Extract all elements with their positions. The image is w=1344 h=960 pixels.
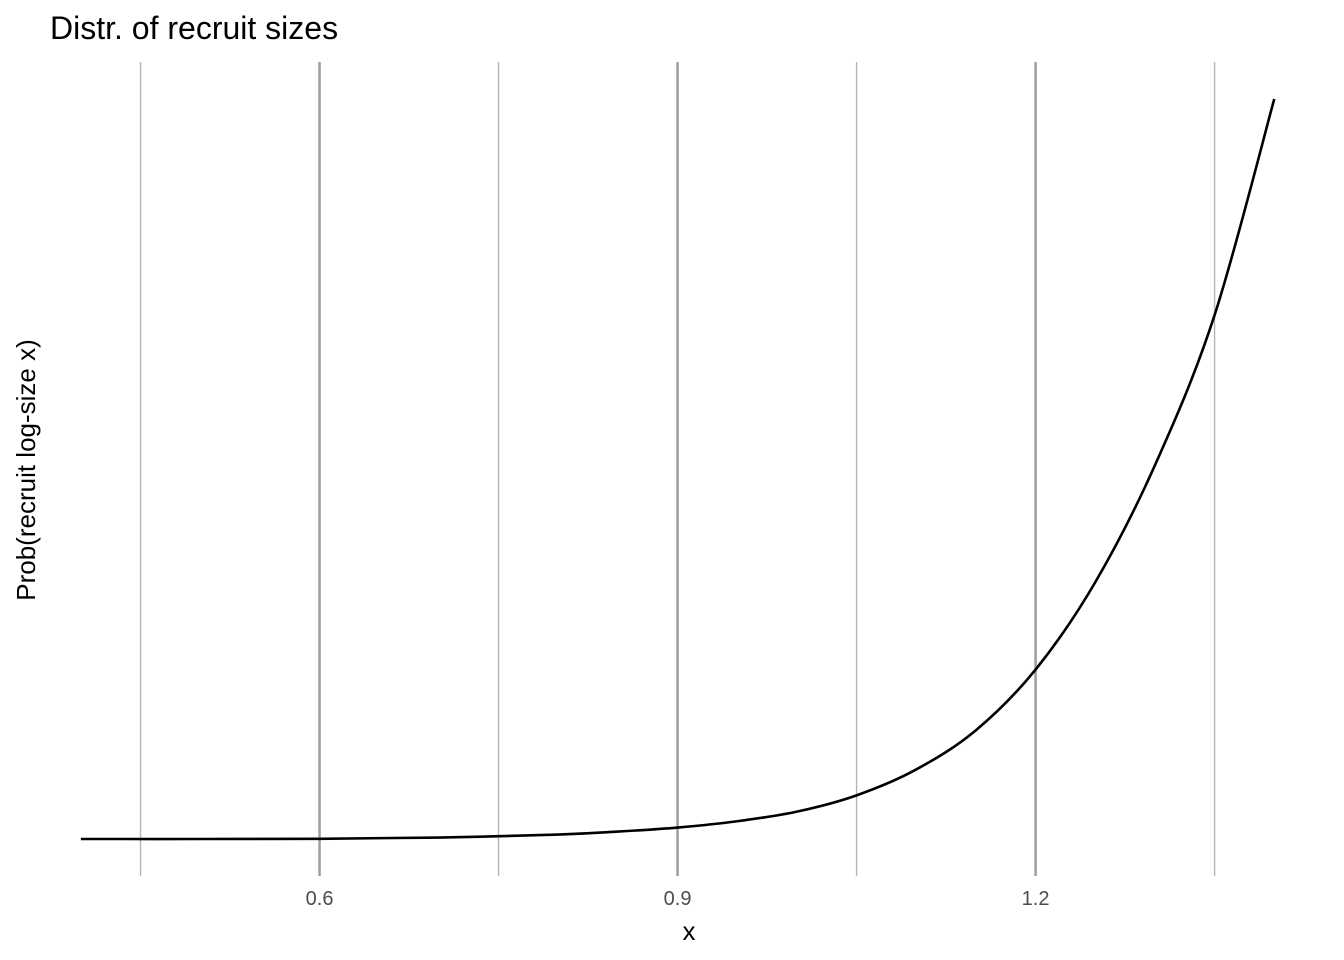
x-axis-title: x: [683, 916, 696, 946]
series-layer: [80, 98, 1276, 841]
chart-title: Distr. of recruit sizes: [50, 10, 338, 46]
x-tick-label-0: 0.6: [306, 888, 334, 910]
series-line-0: [80, 98, 1276, 841]
grid-lines: [139, 62, 1216, 876]
x-tick-labels: 0.6 0.9 1.2: [306, 888, 1050, 910]
y-axis-title: Prob(recruit log-size x): [11, 339, 41, 601]
x-tick-label-1: 0.9: [664, 888, 692, 910]
x-tick-label-2: 1.2: [1022, 888, 1050, 910]
plot-panel: 0.6 0.9 1.2: [80, 62, 1276, 910]
